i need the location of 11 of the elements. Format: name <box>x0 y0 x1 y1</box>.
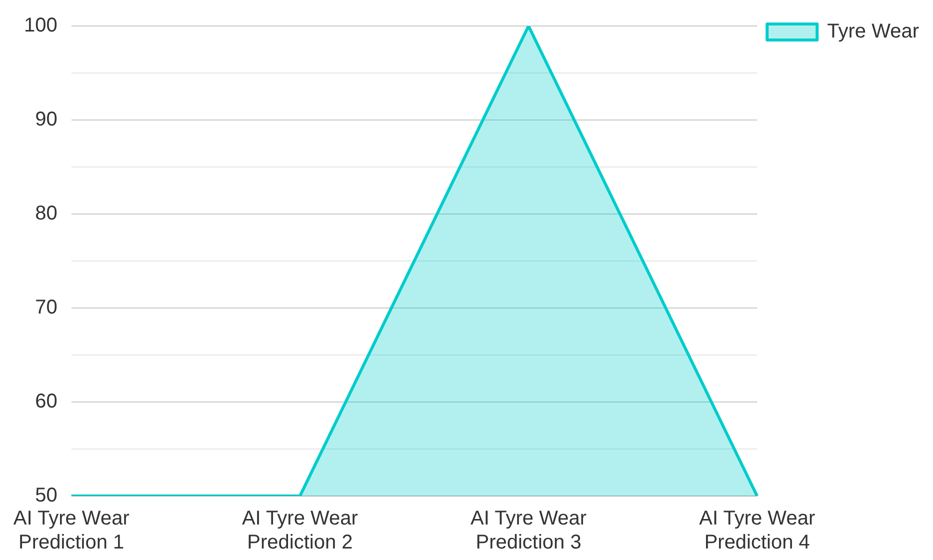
y-tick-label: 100 <box>24 14 58 37</box>
y-tick-label: 90 <box>35 108 58 131</box>
x-tick-label: AI Tyre Wear Prediction 3 <box>470 508 587 554</box>
legend-label: Tyre Wear <box>827 20 920 43</box>
y-tick-label: 80 <box>35 202 58 225</box>
x-tick-label: AI Tyre Wear Prediction 2 <box>242 508 358 554</box>
y-tick-label: 60 <box>35 390 58 413</box>
x-tick-label: AI Tyre Wear Prediction 1 <box>13 508 130 554</box>
y-tick-label: 70 <box>35 296 58 319</box>
y-tick-label: 50 <box>35 484 58 507</box>
x-tick-label: AI Tyre Wear Prediction 4 <box>699 508 816 554</box>
